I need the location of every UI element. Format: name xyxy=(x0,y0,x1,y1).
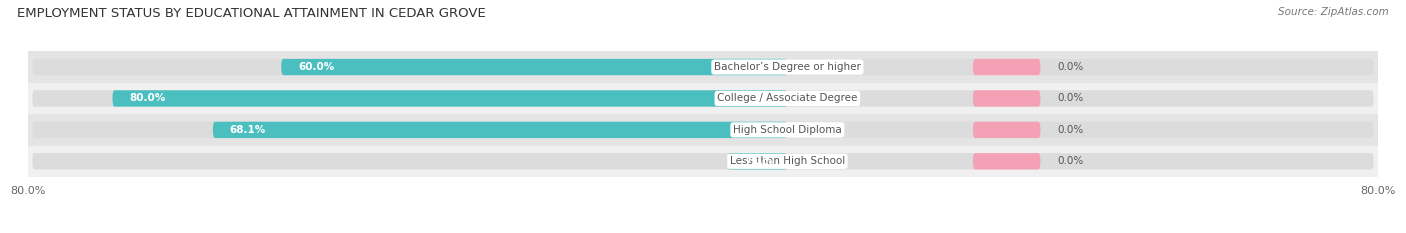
Bar xyxy=(28,51,1378,83)
FancyBboxPatch shape xyxy=(212,122,787,138)
FancyBboxPatch shape xyxy=(727,153,787,169)
Text: 7.1%: 7.1% xyxy=(744,156,773,166)
Text: Bachelor’s Degree or higher: Bachelor’s Degree or higher xyxy=(714,62,860,72)
Text: 0.0%: 0.0% xyxy=(1057,156,1084,166)
FancyBboxPatch shape xyxy=(32,122,1374,138)
Text: 80.0%: 80.0% xyxy=(129,93,166,103)
Text: Source: ZipAtlas.com: Source: ZipAtlas.com xyxy=(1278,7,1389,17)
Text: 0.0%: 0.0% xyxy=(1057,125,1084,135)
FancyBboxPatch shape xyxy=(281,59,787,75)
Bar xyxy=(28,83,1378,114)
FancyBboxPatch shape xyxy=(32,153,1374,169)
Text: High School Diploma: High School Diploma xyxy=(733,125,842,135)
FancyBboxPatch shape xyxy=(973,122,1040,138)
FancyBboxPatch shape xyxy=(973,59,1040,75)
FancyBboxPatch shape xyxy=(973,153,1040,169)
Bar xyxy=(28,146,1378,177)
FancyBboxPatch shape xyxy=(973,90,1040,107)
Text: 68.1%: 68.1% xyxy=(229,125,266,135)
Text: Less than High School: Less than High School xyxy=(730,156,845,166)
Bar xyxy=(28,114,1378,146)
FancyBboxPatch shape xyxy=(32,59,1374,75)
Legend: In Labor Force, Unemployed: In Labor Force, Unemployed xyxy=(596,231,810,233)
Text: EMPLOYMENT STATUS BY EDUCATIONAL ATTAINMENT IN CEDAR GROVE: EMPLOYMENT STATUS BY EDUCATIONAL ATTAINM… xyxy=(17,7,485,20)
FancyBboxPatch shape xyxy=(32,90,1374,107)
Text: 0.0%: 0.0% xyxy=(1057,93,1084,103)
Text: 0.0%: 0.0% xyxy=(1057,62,1084,72)
Text: 60.0%: 60.0% xyxy=(298,62,335,72)
FancyBboxPatch shape xyxy=(112,90,787,107)
Text: College / Associate Degree: College / Associate Degree xyxy=(717,93,858,103)
